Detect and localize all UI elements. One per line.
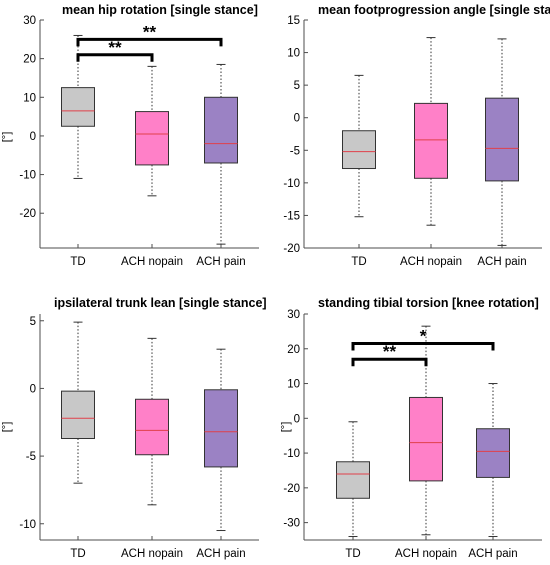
significance-label: **: [108, 38, 122, 57]
y-tick-label: 30: [23, 15, 36, 27]
box-iqr: [485, 97, 519, 182]
y-tick-label: 30: [287, 309, 300, 321]
y-tick-label: -20: [283, 483, 300, 495]
y-tick-label: 10: [287, 379, 300, 391]
bracket-line: [76, 37, 223, 47]
box-ach-pain: [485, 38, 519, 246]
y-tick-label: -10: [19, 519, 36, 531]
panel-title: mean hip rotation [single stance]: [62, 3, 258, 17]
y-axis-label: [°]: [1, 422, 13, 433]
x-tick-label-ach-nopain: ACH nopain: [121, 256, 183, 268]
box-iqr: [414, 102, 448, 179]
x-tick-label-ach-nopain: ACH nopain: [121, 548, 183, 560]
box-ach-pain: [476, 383, 510, 538]
x-tick-label-ach-pain: ACH pain: [468, 548, 517, 560]
box-ach-nopain: [409, 325, 443, 536]
y-tick-label: -5: [26, 451, 36, 463]
box-ach-nopain: [414, 37, 448, 226]
significance-bracket: **: [76, 38, 154, 62]
significance-bracket: *: [351, 327, 495, 351]
box-ach-nopain: [135, 337, 169, 506]
x-tick-label-ach-nopain: ACH nopain: [400, 256, 462, 268]
box-td: [336, 421, 370, 538]
y-tick-label: -15: [283, 210, 300, 222]
y-tick-label: 0: [294, 413, 300, 425]
y-axis-label: [°]: [280, 422, 292, 433]
bracket-line: [76, 53, 154, 62]
x-tick-label-td: TD: [70, 256, 85, 268]
x-tick-label-ach-pain: ACH pain: [196, 548, 245, 560]
y-tick-label: 20: [23, 54, 36, 66]
panel-title: ipsilateral trunk lean [single stance]: [54, 296, 267, 310]
box-iqr: [135, 398, 169, 456]
y-tick-label: 0: [294, 113, 300, 125]
box-td: [61, 34, 95, 179]
x-tick-label-ach-nopain: ACH nopain: [395, 548, 457, 560]
x-tick-label-ach-pain: ACH pain: [477, 256, 526, 268]
box-ach-pain: [204, 348, 238, 532]
box-ach-nopain: [135, 65, 169, 197]
y-tick-label: -20: [283, 243, 300, 255]
significance-label: **: [383, 342, 397, 361]
box-iqr: [476, 428, 510, 478]
box-td: [342, 74, 376, 218]
significance-label: **: [143, 22, 157, 41]
y-tick-label: -30: [283, 518, 300, 530]
panel-title: mean footprogression angle [single stanc…: [318, 3, 550, 17]
significance-bracket: **: [351, 342, 428, 367]
box-iqr: [135, 111, 169, 166]
y-axis-label: [°]: [1, 132, 13, 143]
y-tick-label: 10: [23, 92, 36, 104]
y-tick-label: -10: [283, 178, 300, 190]
box-iqr: [336, 461, 370, 499]
panel-2: mean footprogression angle [single stanc…: [283, 3, 550, 268]
x-tick-label-ach-pain: ACH pain: [196, 256, 245, 268]
box-iqr: [204, 96, 238, 164]
box-iqr: [204, 389, 238, 468]
y-tick-label: -10: [19, 170, 36, 182]
box-iqr: [61, 390, 95, 440]
box-iqr: [409, 396, 443, 482]
panel-title: standing tibial torsion [knee rotation]: [318, 296, 539, 310]
box-ach-pain: [204, 63, 238, 245]
y-tick-label: -5: [290, 145, 300, 157]
panel-3: ipsilateral trunk lean [single stance] [°…: [1, 296, 267, 560]
y-tick-label: 15: [287, 15, 300, 27]
box-iqr: [342, 130, 376, 170]
x-tick-label-td: TD: [351, 256, 366, 268]
y-tick-label: 5: [294, 80, 300, 92]
y-tick-label: 0: [30, 131, 36, 143]
y-tick-label: -10: [283, 448, 300, 460]
bracket-line: [351, 342, 495, 351]
x-tick-label-td: TD: [70, 548, 85, 560]
box-iqr: [61, 87, 95, 127]
y-tick-label: 20: [287, 344, 300, 356]
significance-bracket: **: [76, 22, 223, 47]
y-tick-label: -20: [19, 208, 36, 220]
y-tick-label: 5: [30, 316, 36, 328]
significance-label: *: [420, 327, 427, 346]
panel-4: standing tibial torsion [knee rotation] […: [280, 296, 542, 560]
y-tick-label: 10: [287, 48, 300, 60]
y-tick-label: 0: [30, 383, 36, 395]
x-tick-label-td: TD: [345, 548, 360, 560]
panel-1: mean hip rotation [single stance] [°] 30 20…: [1, 3, 259, 268]
box-td: [61, 321, 95, 484]
bracket-line: [351, 357, 428, 367]
